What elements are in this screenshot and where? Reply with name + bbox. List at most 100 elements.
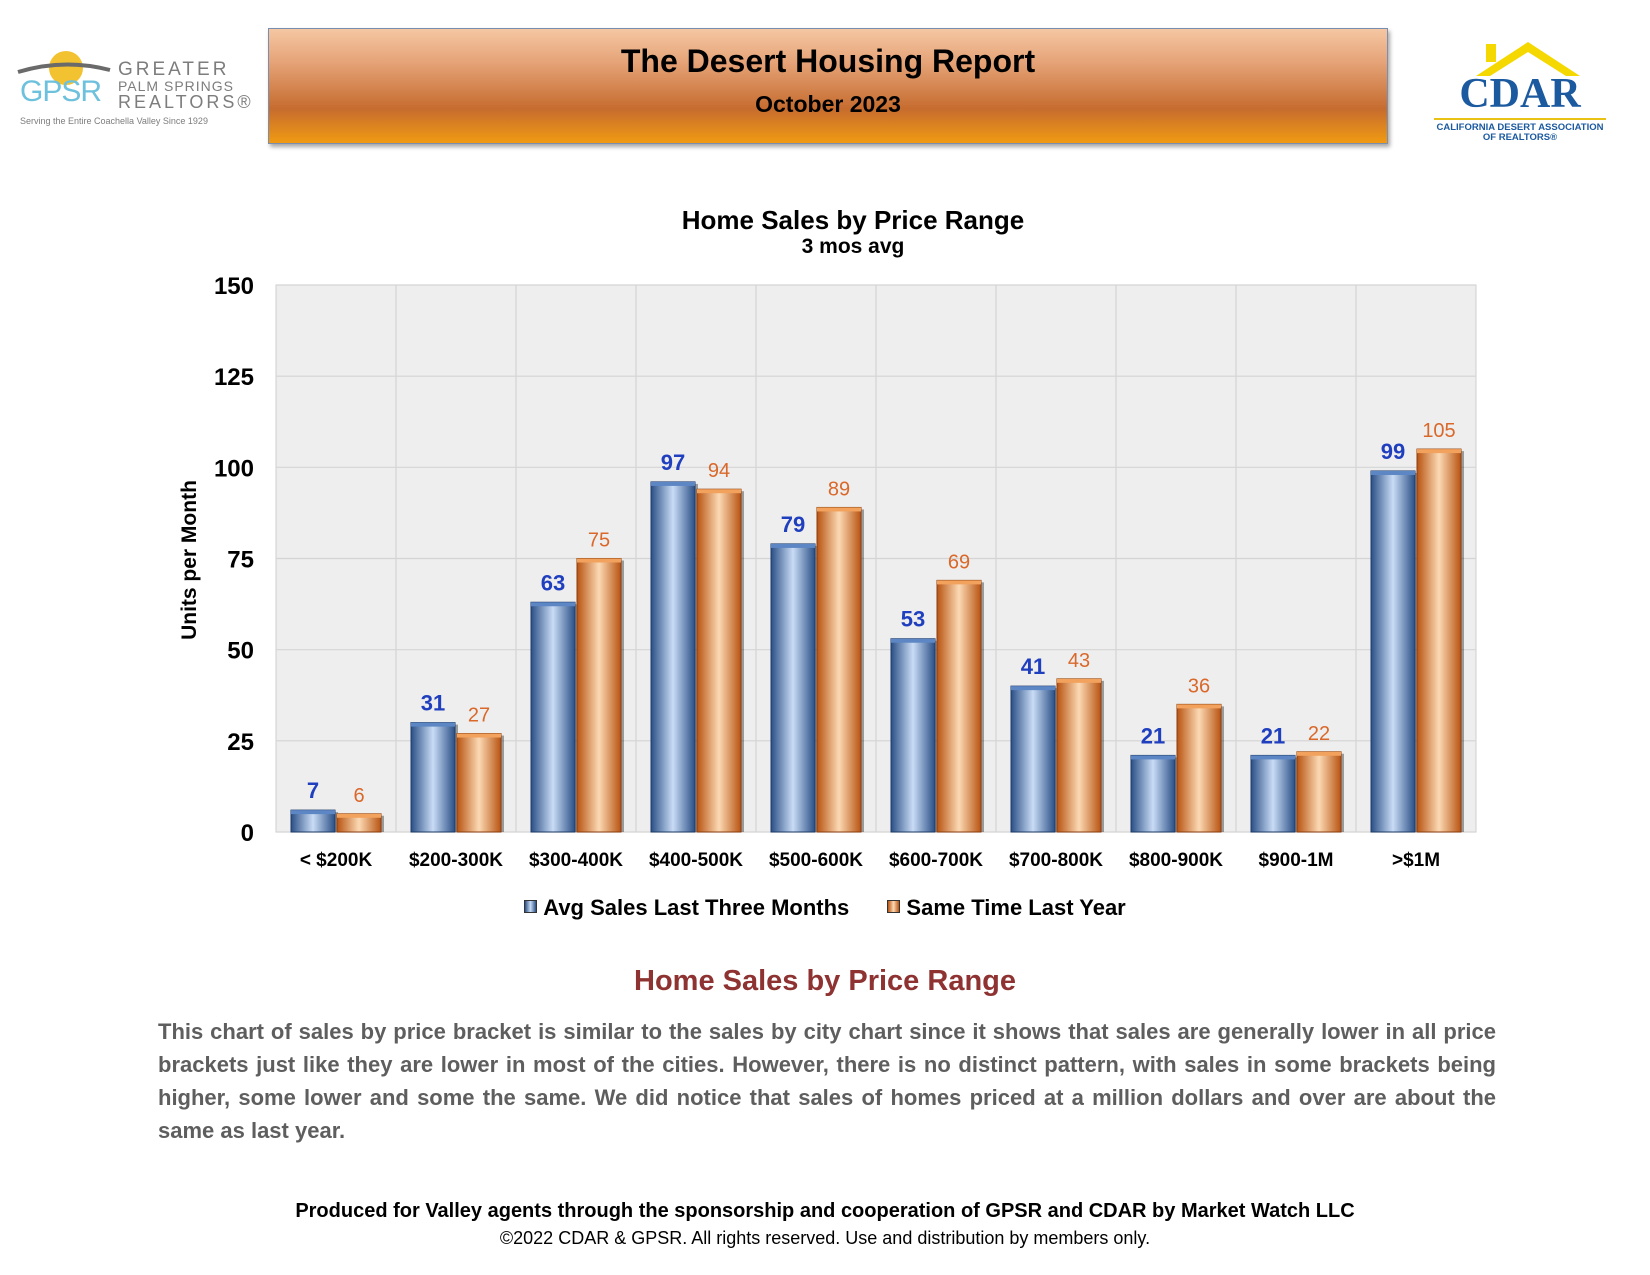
- bar-cap: [337, 813, 381, 818]
- data-label: 94: [708, 460, 730, 482]
- gpsr-word-palm-springs: PALM SPRINGS: [118, 78, 234, 94]
- data-label: 21: [1261, 723, 1285, 748]
- bar-cap: [697, 489, 741, 494]
- bar-cap: [1417, 449, 1461, 454]
- house-roof-icon: [1476, 42, 1580, 76]
- x-tick-label: $300-400K: [529, 850, 623, 871]
- data-label: 41: [1021, 654, 1045, 679]
- y-tick-label: 125: [214, 364, 254, 391]
- data-label: 89: [828, 478, 850, 500]
- bar-cap: [457, 733, 501, 738]
- data-label: 22: [1308, 723, 1330, 745]
- gpsr-word-realtors: REALTORS®: [118, 92, 254, 112]
- x-tick-label: $200-300K: [409, 850, 503, 871]
- chart-title: Home Sales by Price Range: [681, 205, 1025, 235]
- bar-same-time-last-year: [576, 558, 622, 833]
- bar-same-time-last-year: [456, 733, 502, 833]
- sun-logo-icon: [17, 51, 111, 85]
- legend-item-series-1: Avg Sales Last Three Months: [524, 895, 849, 921]
- data-label: 31: [421, 691, 445, 716]
- bar-same-time-last-year: [696, 488, 742, 833]
- bar-same-time-last-year: [1296, 751, 1342, 833]
- bar-avg-three-months: [890, 638, 936, 833]
- bar-same-time-last-year: [1176, 703, 1222, 833]
- data-label: 43: [1068, 650, 1090, 672]
- bar-cap: [817, 507, 861, 512]
- y-tick-label: 100: [214, 455, 254, 482]
- x-tick-label: $900-1M: [1259, 850, 1334, 871]
- commentary-text: This chart of sales by price bracket is …: [158, 1019, 1496, 1143]
- report-title: The Desert Housing Report: [620, 43, 1036, 79]
- legend-label-series-1: Avg Sales Last Three Months: [543, 895, 850, 920]
- y-tick-label: 25: [227, 729, 254, 756]
- gpsr-letters: GPSR: [20, 75, 102, 108]
- data-label: 21: [1141, 723, 1165, 748]
- bar-cap: [1057, 678, 1101, 683]
- data-label: 27: [468, 705, 490, 727]
- data-label: 36: [1188, 675, 1210, 697]
- bar-cap: [1371, 470, 1415, 475]
- legend-item-series-2: Same Time Last Year: [887, 895, 1126, 921]
- cdar-subtitle-2: OF REALTORS®: [1482, 132, 1558, 143]
- y-tick-label: 150: [214, 273, 254, 300]
- bar-cap: [771, 543, 815, 548]
- data-label: 97: [661, 450, 685, 475]
- bar-chart: 0 25 50 75 100 125 150 7 6 < $200K 31 27 $200-300K 63…: [214, 273, 1477, 871]
- bar-cap: [291, 810, 335, 815]
- bar-avg-three-months: [530, 601, 576, 833]
- bar-avg-three-months: [1250, 754, 1296, 833]
- gpsr-logo: GPSR GREATER PALM SPRINGS REALTORS® Serv…: [14, 50, 251, 130]
- bar-cap: [1131, 755, 1175, 760]
- legend-swatch-orange: [887, 900, 901, 913]
- x-tick-label: $500-600K: [769, 850, 863, 871]
- bar-cap: [891, 638, 935, 643]
- data-label: 7: [307, 778, 319, 803]
- bar-same-time-last-year: [936, 579, 982, 833]
- commentary-heading: Home Sales by Price Range: [634, 965, 1016, 997]
- cdar-logo: CDAR CALIFORNIA DESERT ASSOCIATION OF RE…: [1420, 40, 1620, 145]
- x-tick-label: $600-700K: [889, 850, 983, 871]
- x-tick-label: $700-800K: [1009, 850, 1103, 871]
- x-tick-label: $800-900K: [1129, 850, 1223, 871]
- data-label: 6: [353, 785, 364, 807]
- report-banner: The Desert Housing Report October 2023: [268, 28, 1388, 144]
- y-tick-label: 0: [241, 820, 254, 847]
- bar-avg-three-months: [650, 481, 696, 833]
- data-label: 63: [541, 570, 565, 595]
- gpsr-letters-text: GPSR: [20, 75, 102, 108]
- legend-swatch-blue: [524, 900, 538, 913]
- report-date: October 2023: [755, 91, 901, 117]
- data-label: 99: [1381, 439, 1405, 464]
- data-label: 69: [948, 551, 970, 573]
- bar-avg-three-months: [410, 722, 456, 833]
- bar-avg-three-months: [770, 543, 816, 833]
- chart-legend: Avg Sales Last Three Months Same Time La…: [0, 895, 1650, 921]
- bar-avg-three-months: [1130, 754, 1176, 833]
- bar-same-time-last-year: [816, 506, 862, 833]
- data-label: 75: [588, 530, 610, 552]
- bar-cap: [1177, 704, 1221, 709]
- y-tick-label: 50: [227, 638, 254, 665]
- gpsr-wordmark: GREATER PALM SPRINGS REALTORS®: [118, 59, 254, 112]
- x-tick-label: $400-500K: [649, 850, 743, 871]
- bar-avg-three-months: [1370, 470, 1416, 833]
- gpsr-word-greater: GREATER: [118, 59, 230, 80]
- x-tick-label: < $200K: [300, 850, 373, 871]
- bar-cap: [1297, 751, 1341, 756]
- footer-credit: Produced for Valley agents through the s…: [295, 1200, 1355, 1222]
- bar-cap: [1011, 686, 1055, 691]
- bar-cap: [651, 481, 695, 486]
- data-label: 53: [901, 607, 925, 632]
- y-tick-label: 75: [227, 547, 254, 574]
- gpsr-tagline: Serving the Entire Coachella Valley Sinc…: [20, 116, 208, 126]
- chart-subtitle: 3 mos avg: [801, 235, 905, 258]
- bar-same-time-last-year: [1416, 448, 1462, 833]
- bar-cap: [577, 558, 621, 563]
- bar-cap: [531, 602, 575, 607]
- bar-same-time-last-year: [1056, 678, 1102, 833]
- bar-cap: [1251, 755, 1295, 760]
- bar-cap: [411, 722, 455, 727]
- cdar-subtitle-1: CALIFORNIA DESERT ASSOCIATION: [1436, 122, 1604, 133]
- legend-label-series-2: Same Time Last Year: [906, 895, 1126, 920]
- bar-cap: [937, 580, 981, 585]
